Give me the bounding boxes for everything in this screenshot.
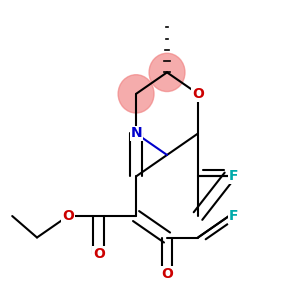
Text: O: O [93, 247, 105, 261]
Text: O: O [192, 87, 204, 101]
Circle shape [118, 75, 154, 113]
Text: N: N [130, 127, 142, 140]
Text: O: O [62, 209, 74, 223]
Text: F: F [229, 169, 238, 183]
Text: O: O [161, 267, 173, 281]
Circle shape [149, 53, 185, 92]
Text: F: F [229, 209, 238, 223]
